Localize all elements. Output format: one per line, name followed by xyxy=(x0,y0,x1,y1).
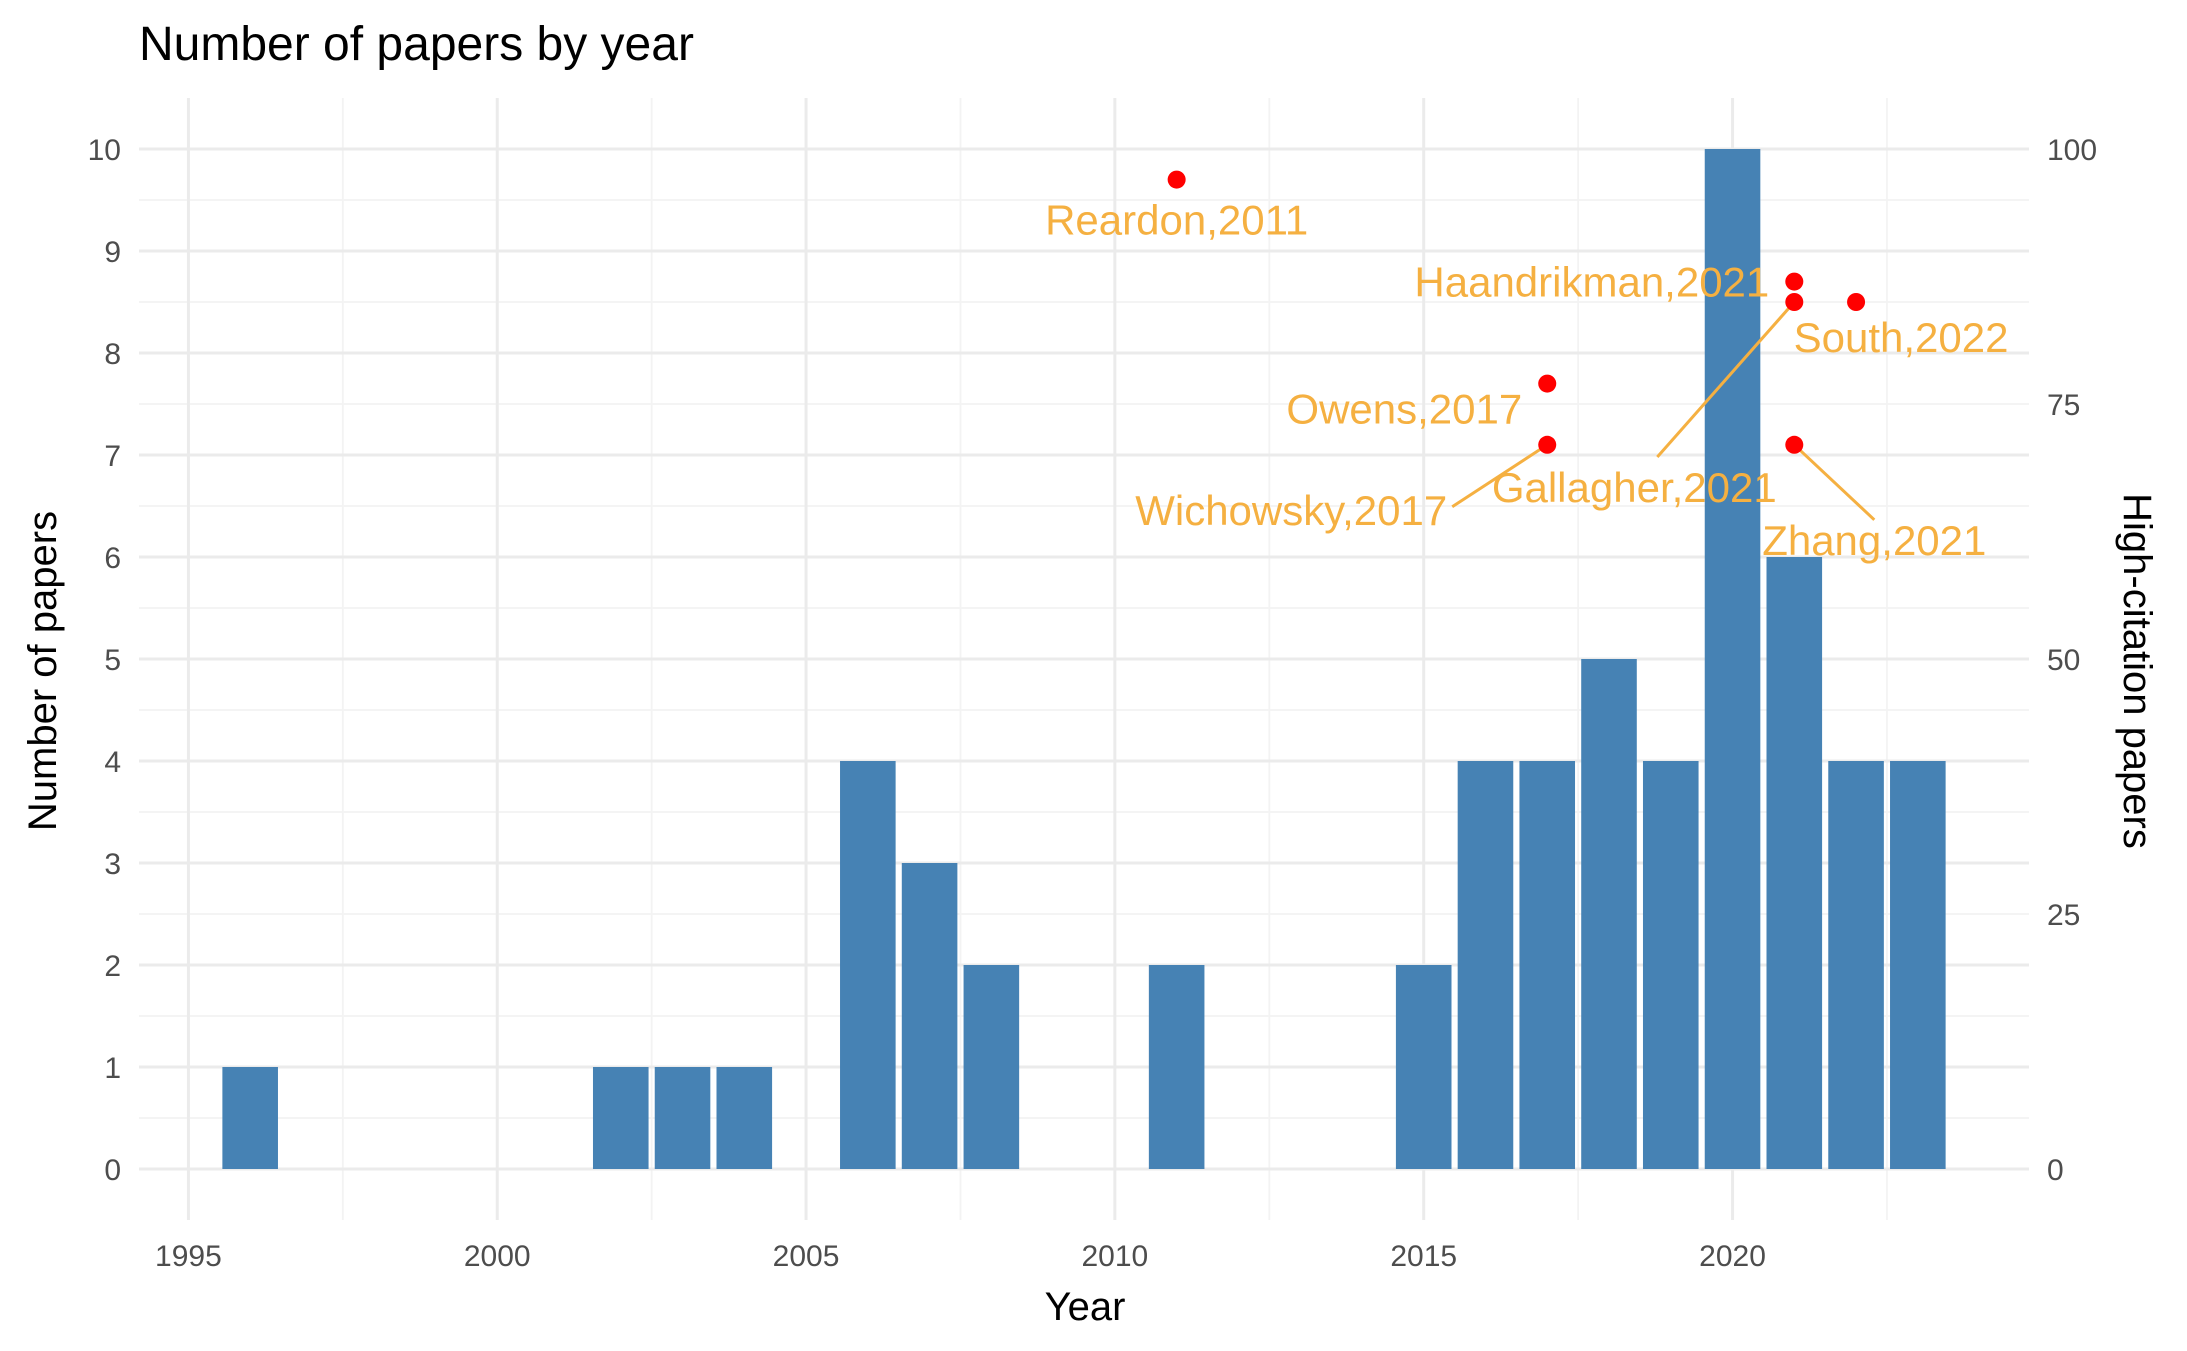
citation-point xyxy=(1538,435,1557,454)
label-leader-lines xyxy=(1451,301,1876,521)
citation-point xyxy=(1785,293,1804,311)
point-label: Owens,2017 xyxy=(1286,386,1522,433)
bar-2008 xyxy=(963,965,1020,1169)
y2-tick-label: 100 xyxy=(2047,134,2097,167)
citation-point xyxy=(1167,170,1186,189)
bar-2021 xyxy=(1766,557,1823,1169)
x-tick-label: 2000 xyxy=(464,1240,531,1273)
y-tick-label: 2 xyxy=(104,950,121,983)
label-leader-line xyxy=(1656,301,1796,458)
bar-2006 xyxy=(840,761,896,1169)
x-tick-label: 2015 xyxy=(1390,1240,1457,1273)
y-tick-label: 1 xyxy=(104,1052,121,1085)
y-tick-label: 9 xyxy=(104,236,121,269)
citation-point xyxy=(1785,272,1804,291)
bar-series xyxy=(222,149,1946,1169)
x-tick-label: 1995 xyxy=(155,1240,222,1273)
point-label: Haandrikman,2021 xyxy=(1414,259,1769,306)
bar-2019 xyxy=(1642,761,1699,1169)
y-tick-label: 7 xyxy=(104,440,121,473)
y-tick-label: 0 xyxy=(104,1154,121,1187)
bar-2007 xyxy=(901,863,958,1169)
label-leader-line xyxy=(1793,443,1876,521)
high-citation-points xyxy=(1167,170,1866,454)
chart-title: Number of papers by year xyxy=(139,18,694,71)
label-leader-line xyxy=(1451,443,1549,509)
citation-point xyxy=(1847,293,1866,311)
citation-point xyxy=(1538,374,1557,393)
x-tick-label: 2020 xyxy=(1699,1240,1766,1273)
y-tick-label: 6 xyxy=(104,542,121,575)
point-label: Wichowsky,2017 xyxy=(1135,487,1447,534)
y2-tick-label: 75 xyxy=(2047,389,2080,422)
x-axis-title: Year xyxy=(1045,1285,1126,1329)
y2-axis-title: High-citation papers xyxy=(2115,493,2159,849)
y2-tick-label: 0 xyxy=(2047,1154,2064,1187)
bar-2015 xyxy=(1395,965,1452,1169)
citation-point xyxy=(1785,435,1804,454)
bar-2004 xyxy=(716,1067,773,1169)
y-tick-label: 4 xyxy=(104,746,121,779)
left-y-tick-labels: 0 1 2 3 4 5 6 7 8 9 10 xyxy=(88,134,121,1187)
bar-2022 xyxy=(1828,761,1884,1169)
bar-2018 xyxy=(1581,659,1637,1169)
y-tick-label: 10 xyxy=(88,134,121,167)
x-tick-label: 2005 xyxy=(773,1240,840,1273)
bar-2020 xyxy=(1704,149,1761,1169)
x-tick-label: 2010 xyxy=(1082,1240,1149,1273)
y2-tick-label: 25 xyxy=(2047,899,2080,932)
x-tick-labels: 1995 2000 2005 2010 2015 2020 xyxy=(155,1240,1766,1273)
point-label: Zhang,2021 xyxy=(1762,517,1986,564)
bar-2023 xyxy=(1890,761,1946,1169)
y-tick-label: 3 xyxy=(104,848,121,881)
point-label: Reardon,2011 xyxy=(1045,197,1308,244)
bar-2003 xyxy=(654,1067,711,1169)
y-tick-label: 8 xyxy=(104,338,121,371)
bar-2011 xyxy=(1148,965,1205,1169)
y-axis-title: Number of papers xyxy=(21,511,65,831)
y-tick-label: 5 xyxy=(104,644,121,677)
point-label: South,2022 xyxy=(1794,314,2009,361)
bar-1996 xyxy=(222,1067,278,1169)
bar-2016 xyxy=(1457,761,1514,1169)
point-labels: Reardon,2011 Haandrikman,2021 Gallagher,20… xyxy=(1045,197,2008,564)
y2-tick-label: 50 xyxy=(2047,644,2080,677)
right-y-tick-labels: 0 25 50 75 100 xyxy=(2047,134,2097,1187)
point-label: Gallagher,2021 xyxy=(1492,464,1777,511)
bar-2017 xyxy=(1519,761,1576,1169)
bar-2002 xyxy=(592,1067,649,1169)
